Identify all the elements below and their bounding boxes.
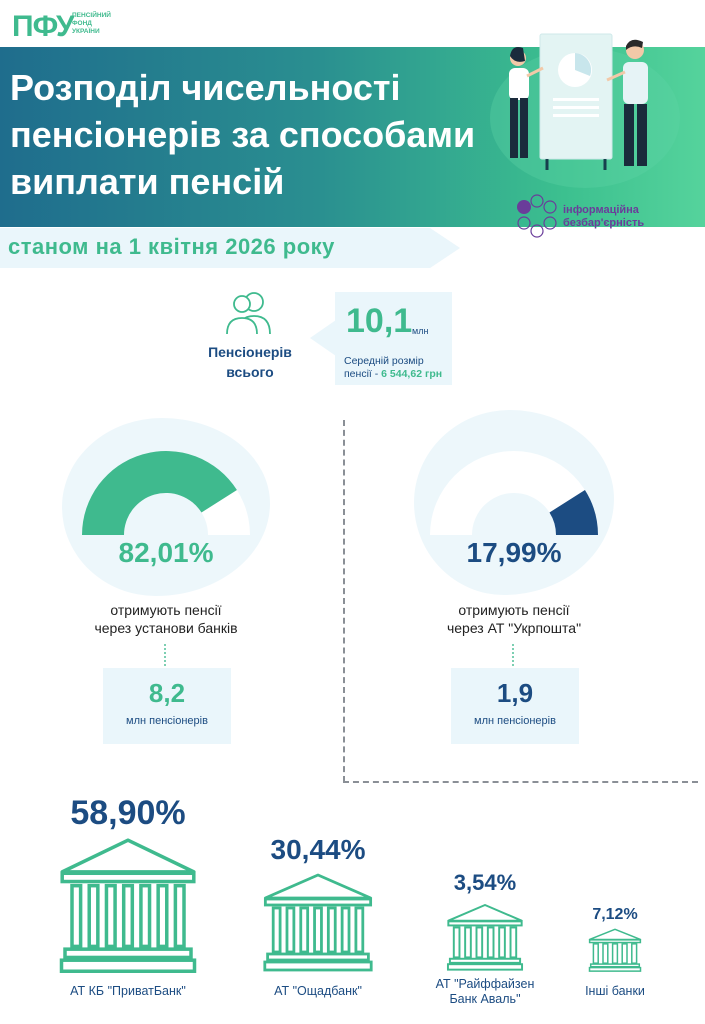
org-name-line2: ФОНД <box>72 20 92 27</box>
oschadbank-percent: 30,44% <box>270 834 366 865</box>
accessibility-logo-icon <box>517 194 557 238</box>
post-percent: 17,99% <box>466 537 562 568</box>
privatbank-name: АТ КБ "ПриватБанк" <box>48 984 208 999</box>
org-name-line1: ПЕНСІЙНИЙ <box>72 12 111 19</box>
banks-gauge <box>82 451 250 535</box>
banks-description: отримують пенсії через установи банків <box>66 601 266 637</box>
privatbank-bank-icon <box>59 838 197 973</box>
banks-percent: 82,01% <box>118 537 214 568</box>
banks-connector <box>164 644 168 666</box>
oschadbank-name: АТ "Ощадбанк" <box>238 984 398 999</box>
title-line1: Розподіл чисельності <box>10 67 401 108</box>
privatbank-percent: 58,90% <box>70 794 186 832</box>
other-banks-bank-icon <box>588 928 642 972</box>
pensioners-label-line1: Пенсіонерів <box>208 344 292 360</box>
raiffeisen-percent: 3,54% <box>453 870 517 895</box>
pensioners-icon <box>226 292 271 335</box>
raiffeisen-name-line2: Банк Аваль" <box>449 992 521 1006</box>
pensioners-label-line2: всього <box>226 364 274 380</box>
post-gauge <box>430 451 598 535</box>
total-box <box>335 292 452 385</box>
other-banks-percent: 7,12% <box>592 906 638 923</box>
page-title: Розподіл чисельності пенсіонерів за спос… <box>10 64 480 205</box>
banks-desc-line2: через установи банків <box>94 620 238 636</box>
org-name: ПЕНСІЙНИЙ ФОНД УКРАЇНИ <box>72 12 111 36</box>
post-count: 1,9 <box>496 678 534 708</box>
average-pension-value: 6 544,62 грн <box>381 368 443 380</box>
post-gauge-fill <box>549 490 598 535</box>
banks-gauge-fill <box>82 451 237 535</box>
post-description: отримують пенсії через АТ "Укрпошта" <box>414 601 614 637</box>
title-line3: виплати пенсій <box>10 161 285 202</box>
pensioners-total-label: Пенсіонерів всього <box>200 342 300 382</box>
total-box-pointer <box>310 320 336 356</box>
post-desc-line1: отримують пенсії <box>458 602 570 618</box>
pfu-logo: ПФУ <box>12 10 75 43</box>
average-pension: Середній розмір пенсії - 6 544,62 грн <box>344 355 442 381</box>
date-bar <box>0 228 460 268</box>
report-date: станом на 1 квітня 2026 року <box>8 234 335 259</box>
info-line2: безбар'єрність <box>563 217 645 229</box>
post-count-unit: млн пенсіонерів <box>474 715 556 727</box>
title-line2: пенсіонерів за способами <box>10 114 476 155</box>
oschadbank-name-line1: АТ "Ощадбанк" <box>274 984 362 998</box>
post-desc-line2: через АТ "Укрпошта" <box>446 620 582 636</box>
privatbank-name-line1: АТ КБ "ПриватБанк" <box>70 984 186 998</box>
banks-count: 8,2 <box>148 678 186 708</box>
presentation-illustration <box>490 33 680 188</box>
banks-desc-line1: отримують пенсії <box>110 602 222 618</box>
other-banks-name: Інші банки <box>560 984 670 999</box>
total-count-unit: млн <box>412 326 429 336</box>
average-pension-prefix: пенсії - <box>344 368 382 380</box>
info-line1: інформаційна <box>563 204 639 216</box>
post-count-box: 1,9 млн пенсіонерів <box>451 668 579 744</box>
raiffeisen-name-line1: АТ "Райффайзен <box>435 977 535 991</box>
total-count: 10,1 <box>346 302 413 340</box>
banks-count-box: 8,2 млн пенсіонерів <box>103 668 231 744</box>
oschadbank-bank-icon <box>263 873 373 972</box>
accessibility-label: інформаційна безбар'єрність <box>563 204 644 230</box>
raiffeisen-bank-icon <box>446 904 524 971</box>
section-divider-horizontal <box>343 781 698 783</box>
post-connector <box>512 644 516 666</box>
average-pension-label: Середній розмір <box>344 355 424 367</box>
other-banks-name-line1: Інші банки <box>585 984 645 998</box>
section-divider-vertical <box>343 420 345 782</box>
raiffeisen-name: АТ "Райффайзен Банк Аваль" <box>410 977 560 1007</box>
banks-count-unit: млн пенсіонерів <box>126 715 208 727</box>
org-name-line3: УКРАЇНИ <box>72 28 100 35</box>
